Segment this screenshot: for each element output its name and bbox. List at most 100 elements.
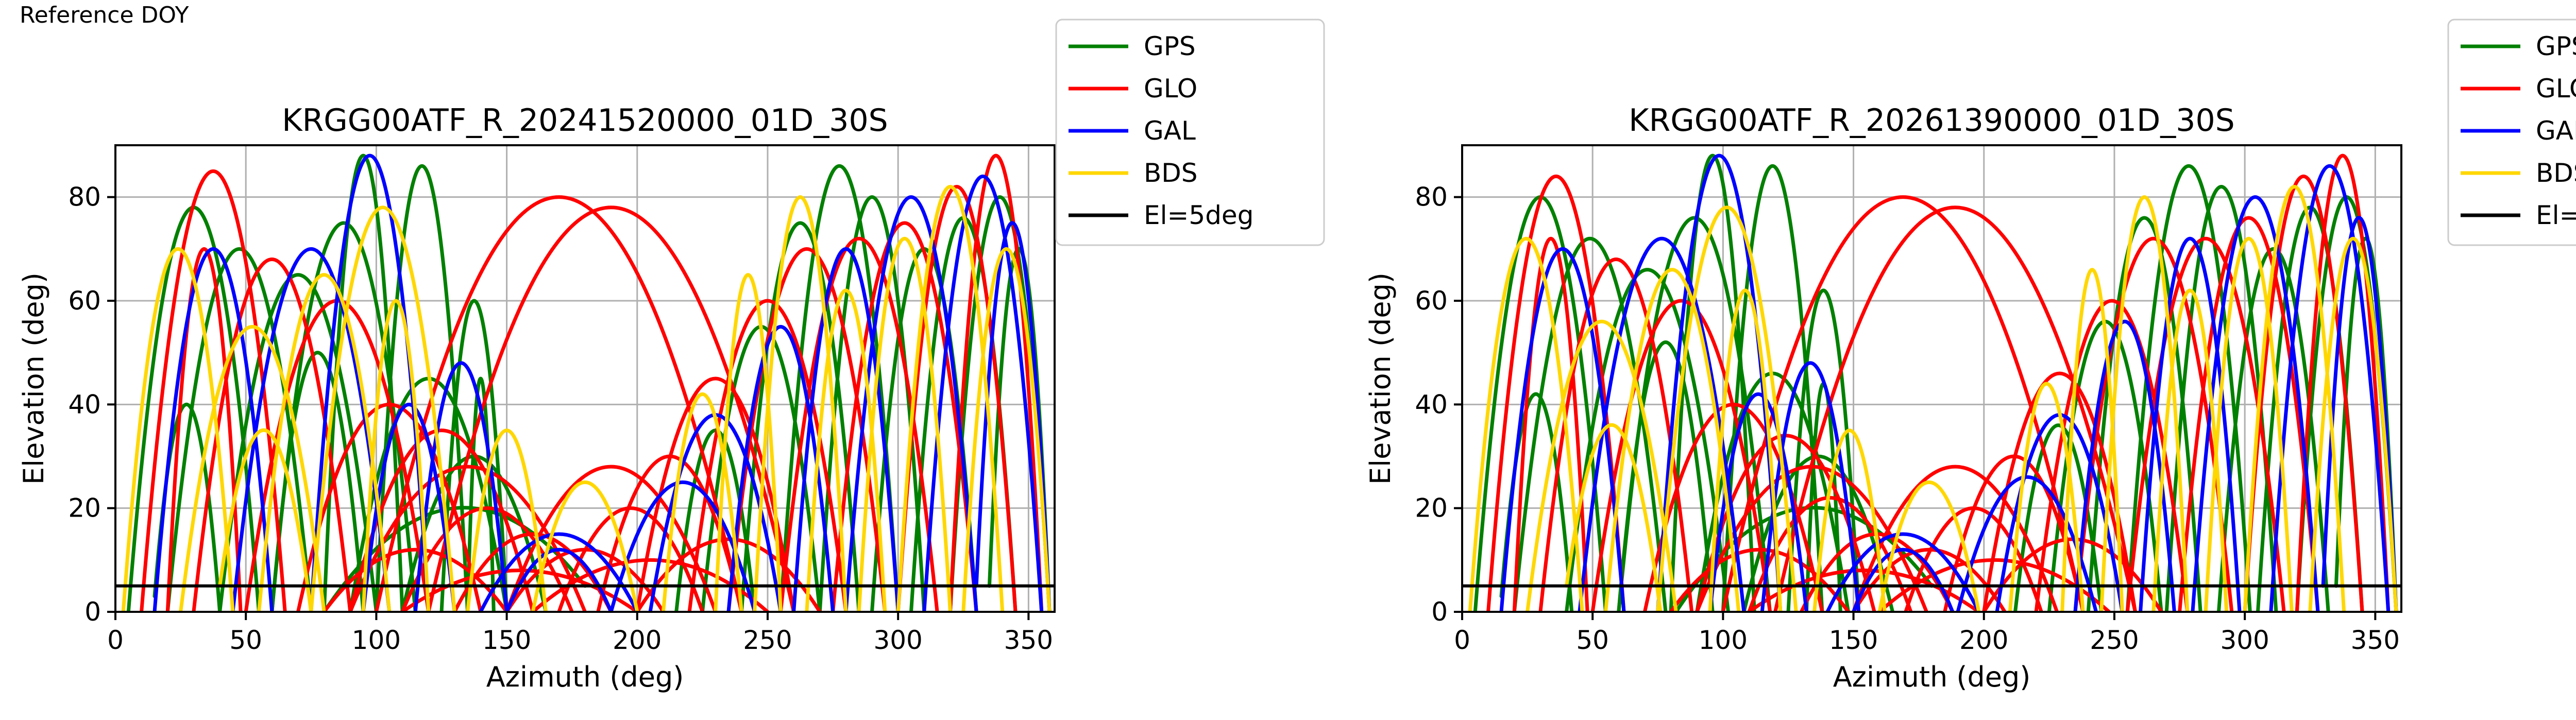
satellite-track xyxy=(961,247,1052,612)
satellite-track xyxy=(1617,340,1715,612)
y-tick-label: 60 xyxy=(68,286,101,316)
satellite-track xyxy=(505,547,613,612)
satellite-track xyxy=(2243,175,2364,612)
series-BDS xyxy=(1468,185,2398,612)
satellite-track xyxy=(270,351,365,612)
satellite-track xyxy=(778,164,900,612)
x-tick-label: 50 xyxy=(229,625,262,655)
satellite-track xyxy=(687,299,848,612)
satellite-track xyxy=(2308,237,2398,612)
satellite-track xyxy=(2008,382,2085,612)
satellite-track xyxy=(1538,258,1694,612)
satellite-track xyxy=(1721,195,2085,612)
satellite-track xyxy=(1721,164,1824,612)
satellite-track xyxy=(714,273,783,612)
satellite-track xyxy=(1852,547,1955,612)
y-tick-label: 0 xyxy=(84,597,101,627)
satellite-track xyxy=(427,205,796,612)
satellite-track xyxy=(948,153,1044,612)
legend: GPS GLO GAL BDS El=5deg xyxy=(2447,19,2576,246)
satellite-track xyxy=(479,532,639,612)
satellite-track xyxy=(121,247,235,612)
x-tick-label: 0 xyxy=(1454,625,1470,655)
satellite-track xyxy=(1643,403,1824,612)
satellite-track xyxy=(1486,175,1626,612)
satellite-track xyxy=(165,247,313,612)
satellite-track xyxy=(231,247,392,612)
series-GLO xyxy=(1486,153,2391,612)
satellite-track xyxy=(2204,237,2294,612)
satellite-track xyxy=(466,428,548,612)
satellite-track xyxy=(531,480,639,612)
y-tick-label: 20 xyxy=(68,493,101,523)
satellite-track xyxy=(857,237,952,612)
legend-label: GLO xyxy=(1144,74,1197,104)
satellite-track xyxy=(739,221,861,612)
satellite-track xyxy=(2217,247,2330,612)
satellite-track xyxy=(361,299,431,612)
satellite-track xyxy=(2073,319,2176,612)
satellite-track xyxy=(2099,195,2190,612)
satellite-track xyxy=(309,205,456,612)
legend-box xyxy=(1055,19,1325,246)
satellite-track xyxy=(2178,216,2320,612)
legend-label: BDS xyxy=(1144,158,1198,188)
satellite-track xyxy=(152,247,274,612)
satellite-track xyxy=(1565,268,1730,612)
y-tick-label: 40 xyxy=(68,389,101,419)
legend-label: BDS xyxy=(2536,158,2576,188)
satellite-track xyxy=(439,299,509,612)
plot-area xyxy=(1468,153,2398,612)
satellite-track xyxy=(466,376,496,612)
satellite-track xyxy=(1512,236,1668,612)
x-tick-label: 200 xyxy=(613,625,662,655)
satellite-track xyxy=(831,221,978,612)
satellite-track xyxy=(922,175,1044,612)
legend-label: GPS xyxy=(1144,31,1196,61)
x-tick-label: 150 xyxy=(482,625,531,655)
satellite-track xyxy=(753,195,848,612)
satellite-track xyxy=(1812,428,1887,612)
y-axis-label: Elevation (deg) xyxy=(1364,272,1397,485)
x-tick-label: 200 xyxy=(1959,625,2008,655)
satellite-track xyxy=(1877,480,1981,612)
y-tick-label: 20 xyxy=(1415,493,1448,523)
satellite-track xyxy=(1656,205,1798,612)
x-tick-label: 350 xyxy=(2351,625,2400,655)
satellite-track xyxy=(661,392,743,612)
y-tick-label: 80 xyxy=(68,182,101,212)
y-tick-label: 60 xyxy=(1415,286,1448,316)
satellite-track xyxy=(322,547,509,612)
satellite-track xyxy=(2269,164,2391,612)
satellite-track xyxy=(2013,423,2104,612)
y-tick-label: 80 xyxy=(1415,182,1448,212)
legend-label: El=5deg xyxy=(2536,200,2576,230)
plot-area xyxy=(121,153,1052,612)
satellite-track xyxy=(896,185,1005,612)
chart-title: KRGG00ATF_R_20261390000_01D_30S xyxy=(1629,102,2235,139)
satellite-track xyxy=(805,288,887,612)
satellite-track xyxy=(557,506,704,612)
x-axis-label: Azimuth (deg) xyxy=(486,661,684,693)
satellite-track xyxy=(257,273,392,612)
satellite-track xyxy=(1708,392,1808,612)
series-GLO xyxy=(140,153,1044,612)
legend-label: GAL xyxy=(2536,116,2576,146)
x-tick-label: 300 xyxy=(873,625,922,655)
legend-label: El=5deg xyxy=(1144,200,1253,230)
satellite-track xyxy=(374,164,470,612)
satellite-track xyxy=(218,428,313,612)
series-BDS xyxy=(121,185,1052,612)
y-tick-label: 40 xyxy=(1415,389,1448,419)
plot-frame xyxy=(1461,144,2402,613)
legend-label: GPS xyxy=(2536,31,2576,61)
satellite-track xyxy=(1760,361,1861,612)
satellite-track xyxy=(1604,268,1741,612)
satellite-track xyxy=(1565,423,1663,612)
satellite-track xyxy=(896,185,1018,612)
x-tick-label: 300 xyxy=(2220,625,2269,655)
y-axis-label: Elevation (deg) xyxy=(18,272,50,485)
x-tick-label: 150 xyxy=(1829,625,1878,655)
satellite-track xyxy=(844,195,978,612)
